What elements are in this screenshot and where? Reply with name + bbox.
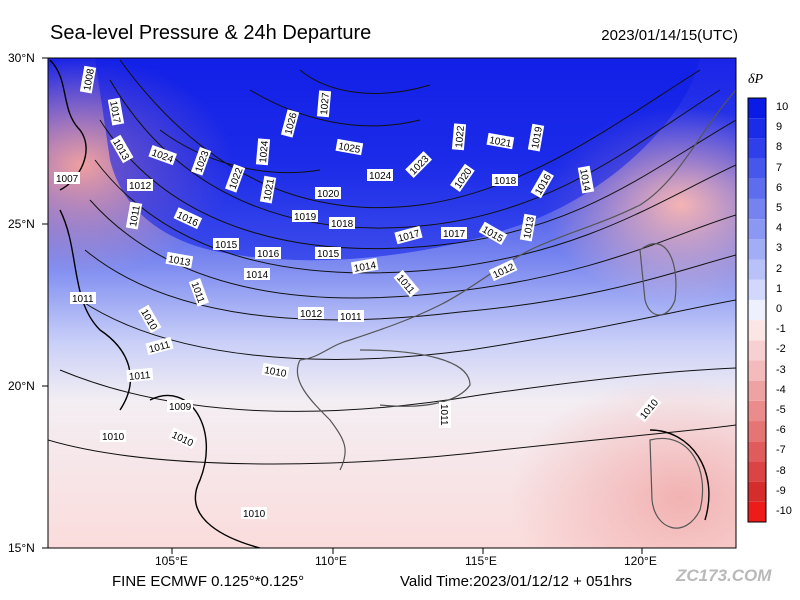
colorbar-level-label: -3	[776, 363, 786, 376]
lat-label-25: 25°N	[8, 217, 35, 231]
isobar-label: 1010	[263, 365, 287, 380]
colorbar-swatch	[748, 320, 766, 341]
colorbar-swatch	[748, 239, 766, 260]
colorbar-level-label: 5	[776, 202, 783, 215]
lon-label-115: 115°E	[465, 554, 497, 568]
colorbar-level-label: 2	[776, 262, 783, 275]
colorbar-swatch	[748, 118, 766, 139]
isobar-label: 1011	[438, 404, 449, 426]
isobar-label: 1008	[82, 67, 97, 91]
isobar-label: 1018	[331, 219, 354, 230]
colorbar-swatch	[748, 219, 766, 240]
isobar-label: 1022	[454, 125, 467, 149]
colorbar-level-label: -2	[776, 343, 786, 356]
colorbar-level-label: -5	[776, 403, 786, 416]
isobar-label: 1024	[369, 171, 392, 182]
chart-title: Sea-level Pressure & 24h Departure	[50, 22, 372, 44]
colorbar-swatch	[748, 380, 766, 401]
colorbar-swatch	[748, 178, 766, 199]
watermark: ZC173.COM	[676, 566, 772, 585]
colorbar-level-label: 1	[776, 282, 783, 295]
isobar-label: 1027	[319, 92, 332, 116]
isobar-label: 1009	[169, 402, 192, 413]
isobar-label: 1011	[129, 370, 152, 383]
lon-label-120: 120°E	[624, 554, 657, 568]
isobar-label: 1011	[128, 204, 143, 228]
lat-label-20: 20°N	[8, 379, 35, 393]
colorbar-level-label: 6	[776, 181, 783, 194]
colorbar-level-label: 0	[776, 303, 783, 315]
colorbar-level-label: -6	[776, 424, 786, 437]
colorbar-level-label: 8	[776, 141, 783, 154]
colorbar-swatch	[748, 400, 766, 422]
colorbar-swatch	[748, 340, 766, 361]
colorbar-level-label: -1	[776, 323, 786, 336]
valid-timestamp: 2023/01/14/15(UTC)	[601, 27, 738, 44]
isobar-label: 1012	[129, 181, 152, 192]
colorbar-level-label: 9	[776, 121, 783, 134]
colorbar-level-label: -9	[776, 484, 786, 497]
isobar-label: 1014	[246, 270, 269, 281]
colorbar-level-label: -7	[776, 444, 786, 457]
lat-label-15: 15°N	[8, 541, 35, 555]
valid-time-label: Valid Time:2023/01/12/12 + 051hrs	[400, 573, 632, 590]
colorbar-swatch	[748, 481, 766, 502]
colorbar-level-label: 4	[776, 222, 783, 235]
isobar-label: 1014	[353, 260, 377, 275]
colorbar-level-label: 10	[776, 101, 789, 114]
isobar-label: 1021	[488, 135, 512, 150]
colorbar-swatch	[748, 158, 766, 179]
isobar-label: 1016	[257, 249, 280, 260]
colorbar-level-label: -8	[776, 464, 786, 477]
colorbar-level-label: -4	[776, 383, 786, 396]
colorbar-title: δP	[748, 72, 764, 87]
isobar-label: 1019	[294, 212, 317, 223]
colorbar-swatch	[748, 138, 766, 159]
colorbar-swatch	[748, 441, 766, 462]
isobar-label: 1018	[494, 176, 517, 187]
colorbar-level-label: -10	[776, 504, 792, 517]
isobar-label: 1017	[107, 100, 122, 124]
model-label: FINE ECMWF 0.125°*0.125°	[112, 573, 305, 590]
colorbar-swatch	[748, 421, 766, 442]
lon-label-110: 110°E	[315, 554, 347, 568]
isobar-label: 1011	[340, 312, 362, 323]
isobar-label: 1013	[522, 215, 537, 239]
isobar-label: 1010	[243, 509, 266, 520]
colorbar-swatch	[748, 360, 766, 381]
lon-label-105: 105°E	[155, 554, 188, 568]
colorbar	[747, 97, 767, 523]
colorbar-swatch	[748, 461, 766, 482]
colorbar-level-label: 3	[776, 242, 783, 255]
lat-label-30: 30°N	[8, 51, 35, 65]
isobar-label: 1019	[530, 125, 545, 149]
colorbar-swatch	[748, 299, 766, 321]
isobar-label: 1021	[262, 177, 277, 201]
isobar-label: 1007	[56, 174, 79, 185]
isobar-label: 1025	[337, 141, 361, 156]
isobar-label: 1015	[215, 240, 238, 251]
isobar-label: 1014	[577, 168, 592, 192]
isobar-label: 1017	[443, 229, 466, 240]
colorbar-swatch	[748, 259, 766, 280]
colorbar-level-label: 7	[776, 161, 783, 174]
isobar-label: 1012	[300, 309, 323, 320]
colorbar-swatch	[748, 279, 766, 300]
isobar-label: 1010	[102, 432, 125, 443]
colorbar-swatch	[748, 501, 766, 522]
colorbar-swatch	[748, 98, 766, 119]
isobar-label: 1013	[167, 254, 191, 269]
isobar-label: 1015	[317, 249, 340, 260]
isobar-label: 1011	[148, 339, 172, 355]
isobar-label: 1020	[317, 189, 340, 200]
isobar-label: 1011	[72, 294, 94, 305]
colorbar-swatch	[748, 198, 766, 220]
isobar-label: 1024	[258, 140, 271, 164]
